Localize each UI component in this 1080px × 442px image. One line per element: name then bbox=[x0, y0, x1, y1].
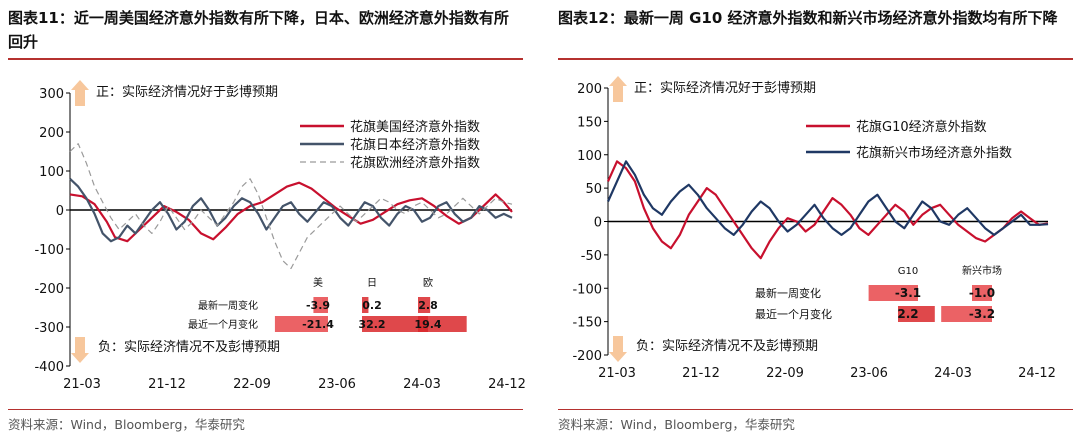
legend-label: 花旗美国经济意外指数 bbox=[350, 119, 480, 135]
x-tick-label: 24-03 bbox=[934, 366, 972, 381]
series-line-2 bbox=[606, 160, 1049, 236]
line-chart: 200 150 100 50 0 -50 -100 -150 -200 21-03 21-12 22-… bbox=[572, 76, 1056, 381]
left-chart-panel: 图表11：近一周美国经济意外指数有所下降，日本、欧洲经济意外指数有所回升 300… bbox=[0, 0, 530, 442]
legend-label: 花旗欧洲经济意外指数 bbox=[350, 155, 480, 171]
change-bar bbox=[868, 285, 918, 301]
table-cell-value: -3.9 bbox=[306, 299, 330, 312]
table-cell-value: 19.4 bbox=[414, 318, 441, 331]
change-bar bbox=[972, 285, 992, 301]
table-cell-value: 2.8 bbox=[418, 299, 438, 312]
source-note: 资料来源：Wind，Bloomberg，华泰研究 bbox=[558, 417, 795, 432]
y-tick-label: -50 bbox=[581, 249, 602, 264]
chart-title: 图表11：近一周美国经济意外指数有所下降，日本、欧洲经济意外指数有所回升 bbox=[8, 9, 509, 51]
x-tick-label: 23-06 bbox=[318, 377, 356, 392]
x-tick-label: 24-12 bbox=[488, 377, 526, 392]
table-row-label: 最近一个月变化 bbox=[755, 307, 832, 321]
x-tick-label: 21-12 bbox=[148, 377, 186, 392]
y-tick-label: -100 bbox=[34, 243, 64, 258]
table-cell-value: 2.2 bbox=[897, 307, 918, 321]
x-tick-label: 24-12 bbox=[1018, 366, 1056, 381]
negative-annotation: 负：实际经济情况不及彭博预期 bbox=[98, 340, 280, 355]
change-bar bbox=[274, 316, 328, 332]
y-tick-label: 50 bbox=[585, 182, 602, 197]
y-tick-label: -150 bbox=[572, 316, 602, 331]
up-arrow-icon bbox=[71, 80, 89, 106]
table-row-label: 最新一周变化 bbox=[198, 299, 258, 312]
series-line-2 bbox=[69, 178, 513, 243]
change-bar bbox=[418, 297, 431, 313]
y-tick-label: 100 bbox=[577, 149, 602, 164]
legend-label: 花旗新兴市场经济意外指数 bbox=[856, 145, 1012, 161]
legend-label: 花旗G10经济意外指数 bbox=[856, 119, 987, 135]
down-arrow-icon bbox=[71, 337, 89, 363]
change-bar bbox=[362, 297, 369, 313]
table-cell-value: -21.4 bbox=[302, 318, 334, 331]
series-line-3 bbox=[69, 143, 513, 270]
x-tick-label: 24-03 bbox=[403, 377, 441, 392]
y-tick-label: 100 bbox=[39, 165, 64, 180]
line-chart: 300 200 100 0 -100 -200 -300 -400 21-03 21-12 22-0… bbox=[34, 80, 526, 392]
x-tick-label: 22-09 bbox=[766, 366, 804, 381]
y-tick-label: 300 bbox=[39, 87, 64, 102]
negative-annotation: 负：实际经济情况不及彭博预期 bbox=[636, 339, 818, 354]
legend-label: 花旗日本经济意外指数 bbox=[350, 137, 480, 153]
table-row-label: 最近一个月变化 bbox=[188, 318, 258, 331]
change-bar bbox=[941, 306, 992, 322]
x-tick-label: 22-09 bbox=[233, 377, 271, 392]
table-cell-value: -3.1 bbox=[895, 286, 921, 300]
source-rule bbox=[8, 409, 523, 410]
positive-annotation: 正：实际经济情况好于彭博预期 bbox=[634, 81, 816, 96]
title-rule bbox=[558, 58, 1073, 60]
table-column-header: G10 bbox=[898, 266, 918, 277]
y-tick-label: 200 bbox=[39, 126, 64, 141]
chart-title: 图表12：最新一周 G10 经济意外指数和新兴市场经济意外指数均有所下降 bbox=[558, 9, 1058, 27]
table-column-header: 欧 bbox=[423, 277, 433, 289]
series-line-1 bbox=[606, 160, 1049, 260]
x-tick-label: 23-06 bbox=[850, 366, 888, 381]
change-bar bbox=[898, 306, 935, 322]
y-tick-label: 150 bbox=[577, 115, 602, 130]
up-arrow-icon bbox=[609, 76, 627, 102]
x-tick-label: 21-12 bbox=[682, 366, 720, 381]
y-tick-label: 0 bbox=[594, 216, 602, 231]
x-tick-label: 21-03 bbox=[63, 377, 101, 392]
y-tick-label: -200 bbox=[572, 349, 602, 364]
y-tick-label: -100 bbox=[572, 282, 602, 297]
table-column-header: 美 bbox=[313, 276, 323, 289]
table-row-label: 最新一周变化 bbox=[755, 286, 821, 300]
table-column-header: 新兴市场 bbox=[962, 264, 1002, 277]
table-column-header: 日 bbox=[367, 278, 377, 289]
change-bar bbox=[418, 316, 467, 332]
positive-annotation: 正：实际经济情况好于彭博预期 bbox=[96, 85, 278, 100]
source-rule bbox=[558, 409, 1073, 410]
y-tick-label: 200 bbox=[577, 82, 602, 97]
table-cell-value: 0.2 bbox=[362, 299, 382, 312]
y-tick-label: -300 bbox=[34, 321, 64, 336]
y-tick-label: -400 bbox=[34, 360, 64, 375]
table-cell-value: -3.2 bbox=[969, 307, 995, 321]
change-bar bbox=[313, 297, 328, 313]
y-tick-label: -200 bbox=[34, 282, 64, 297]
table-cell-value: 32.2 bbox=[358, 318, 385, 331]
down-arrow-icon bbox=[609, 336, 627, 362]
source-note: 资料来源：Wind，Bloomberg，华泰研究 bbox=[8, 417, 245, 432]
table-cell-value: -1.0 bbox=[969, 286, 995, 300]
title-rule bbox=[8, 58, 523, 60]
series-line-1 bbox=[69, 181, 513, 243]
x-tick-label: 21-03 bbox=[598, 366, 636, 381]
change-bar bbox=[362, 316, 428, 332]
y-tick-label: 0 bbox=[56, 204, 64, 219]
right-chart-panel: 图表12：最新一周 G10 经济意外指数和新兴市场经济意外指数均有所下降 200… bbox=[550, 0, 1080, 442]
